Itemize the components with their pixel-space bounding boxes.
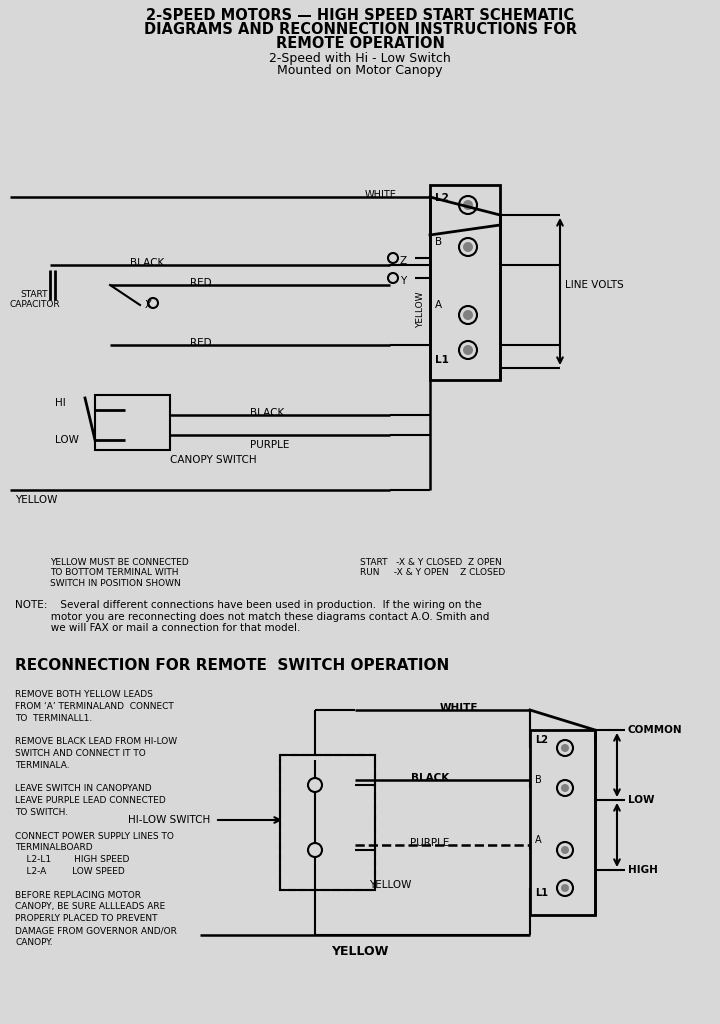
Text: A: A [435, 300, 442, 310]
Text: NOTE:    Several different connections have been used in production.  If the wir: NOTE: Several different connections have… [15, 600, 490, 633]
Text: BLACK: BLACK [411, 773, 449, 783]
Text: 2-SPEED MOTORS — HIGH SPEED START SCHEMATIC: 2-SPEED MOTORS — HIGH SPEED START SCHEMA… [146, 8, 574, 23]
Text: BLACK: BLACK [130, 258, 164, 268]
Circle shape [561, 744, 569, 752]
Bar [430, 185, 500, 380]
Text: Mounted on Motor Canopy: Mounted on Motor Canopy [277, 63, 443, 77]
Circle shape [463, 345, 473, 355]
Circle shape [561, 784, 569, 792]
Text: LOW: LOW [55, 435, 79, 445]
Text: RED: RED [190, 338, 212, 348]
Text: REMOTE OPERATION: REMOTE OPERATION [276, 36, 444, 51]
Text: B: B [535, 775, 541, 785]
Text: WHITE: WHITE [365, 190, 397, 200]
Text: YELLOW: YELLOW [331, 945, 389, 958]
Text: 2-Speed with Hi - Low Switch: 2-Speed with Hi - Low Switch [269, 52, 451, 65]
Text: START: START [20, 290, 48, 299]
Text: YELLOW: YELLOW [416, 292, 426, 329]
Text: LINE VOLTS: LINE VOLTS [565, 280, 624, 290]
Text: YELLOW MUST BE CONNECTED
TO BOTTOM TERMINAL WITH
SWITCH IN POSITION SHOWN: YELLOW MUST BE CONNECTED TO BOTTOM TERMI… [50, 558, 189, 588]
Text: B: B [435, 237, 442, 247]
Text: RECONNECTION FOR REMOTE  SWITCH OPERATION: RECONNECTION FOR REMOTE SWITCH OPERATION [15, 658, 449, 673]
Text: COMMON: COMMON [628, 725, 683, 735]
Text: PURPLE: PURPLE [410, 838, 450, 848]
Text: YELLOW: YELLOW [15, 495, 58, 505]
Text: YELLOW: YELLOW [369, 880, 411, 890]
Text: HI: HI [55, 398, 66, 408]
Text: HIGH: HIGH [628, 865, 658, 874]
Text: LOW: LOW [628, 795, 654, 805]
Bar [280, 755, 375, 890]
Text: L2: L2 [535, 735, 548, 745]
Text: REMOVE BOTH YELLOW LEADS
FROM ‘A’ TERMINALAND  CONNECT
TO  TERMINALL1.

REMOVE B: REMOVE BOTH YELLOW LEADS FROM ‘A’ TERMIN… [15, 690, 177, 947]
Text: L2: L2 [435, 193, 449, 203]
Text: CANOPY SWITCH: CANOPY SWITCH [170, 455, 256, 465]
Bar [530, 730, 595, 915]
Text: WHITE: WHITE [440, 703, 479, 713]
Text: PURPLE: PURPLE [250, 440, 289, 450]
Text: START   -X & Y CLOSED  Z OPEN
RUN     -X & Y OPEN    Z CLOSED: START -X & Y CLOSED Z OPEN RUN -X & Y OP… [360, 558, 505, 578]
Bar [95, 395, 170, 450]
Text: RED: RED [190, 278, 212, 288]
Text: L1: L1 [435, 355, 449, 365]
Text: X: X [145, 300, 152, 310]
Text: A: A [535, 835, 541, 845]
Text: BLACK: BLACK [250, 408, 284, 418]
Text: HI-LOW SWITCH: HI-LOW SWITCH [127, 815, 210, 825]
Circle shape [463, 310, 473, 319]
Text: Y: Y [400, 276, 406, 286]
Circle shape [463, 242, 473, 252]
Text: DIAGRAMS AND RECONNECTION INSTRUCTIONS FOR: DIAGRAMS AND RECONNECTION INSTRUCTIONS F… [143, 22, 577, 37]
Bar [280, 755, 375, 890]
Circle shape [463, 200, 473, 210]
Text: CAPACITOR: CAPACITOR [10, 300, 60, 309]
Text: Z: Z [400, 256, 407, 266]
Circle shape [561, 846, 569, 854]
Circle shape [561, 884, 569, 892]
Text: L1: L1 [535, 888, 548, 898]
